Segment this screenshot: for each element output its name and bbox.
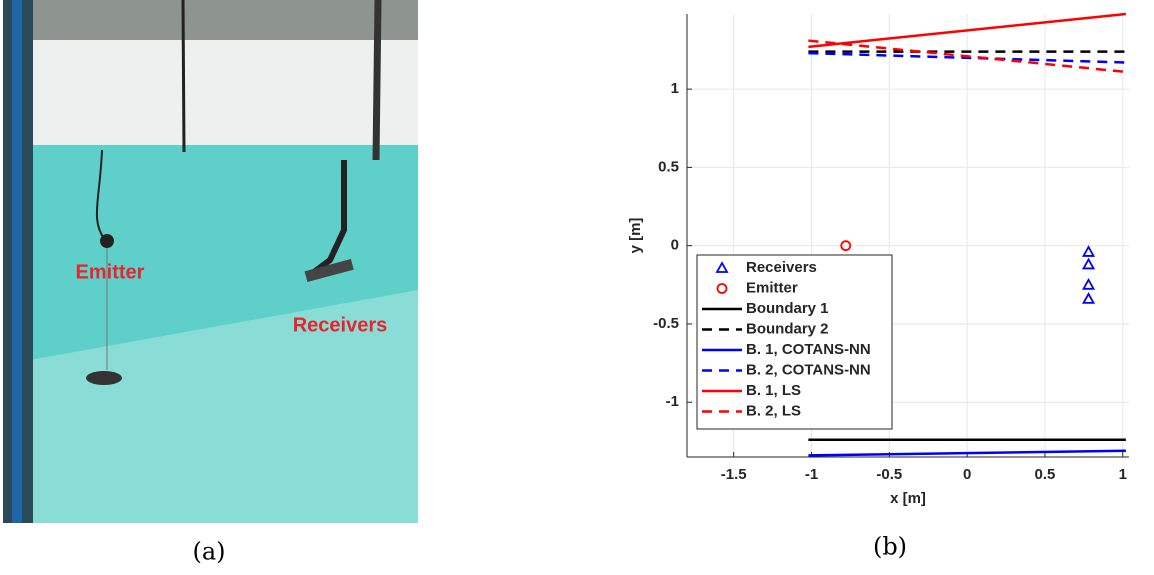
y-tick-label: 0 [671,237,679,254]
receivers [304,258,354,283]
tank-floor [30,290,418,523]
line [808,39,1127,74]
y-tick-label: 1 [671,80,679,97]
y-tick-label: -0.5 [653,315,679,332]
x-tick-label: -1 [805,466,818,483]
y-axis-label: y [m] [627,218,644,254]
caption: (b) [873,533,907,561]
legend-label: B. 1, LS [746,382,801,399]
x-tick-label: -0.5 [876,466,902,483]
marker [1082,292,1096,304]
legend-label: Boundary 2 [746,320,829,337]
photo-label: Emitter [76,261,145,283]
legend-label: B. 2, LS [746,402,801,419]
y-tick-label: 0.5 [658,158,679,175]
y-tick-label: -1 [666,393,679,410]
frame-edge [12,0,22,523]
marker [1082,257,1096,270]
emitter [100,234,114,248]
line [808,449,1126,457]
photo: Emitter Receivers [3,0,418,523]
legend-label: Receivers [746,259,817,276]
x-tick-label: 1 [1119,466,1127,483]
marker [1082,277,1096,290]
cable [372,0,382,161]
marker [716,283,728,294]
line [808,51,1126,64]
emitter-cable [95,149,106,241]
x-tick-label: 0 [963,466,971,483]
photo-label: Receivers [293,314,388,336]
x-tick-label: -1.5 [721,466,747,483]
marker [840,240,852,252]
legend-label: Boundary 1 [746,300,829,317]
air [30,40,418,150]
legend-box [696,254,893,430]
line [808,12,1127,49]
marker [715,261,729,273]
x-tick-label: 0.5 [1035,466,1056,483]
legend-label: B. 1, COTANS-NN [746,341,871,358]
legend-label: Emitter [746,279,798,296]
x-axis-label: x [m] [890,490,926,507]
tank-rim [30,0,418,40]
marker [1082,245,1096,257]
legend-label: B. 2, COTANS-NN [746,361,871,378]
weight [86,371,122,385]
caption: (a) [192,538,225,566]
cable [181,0,186,153]
